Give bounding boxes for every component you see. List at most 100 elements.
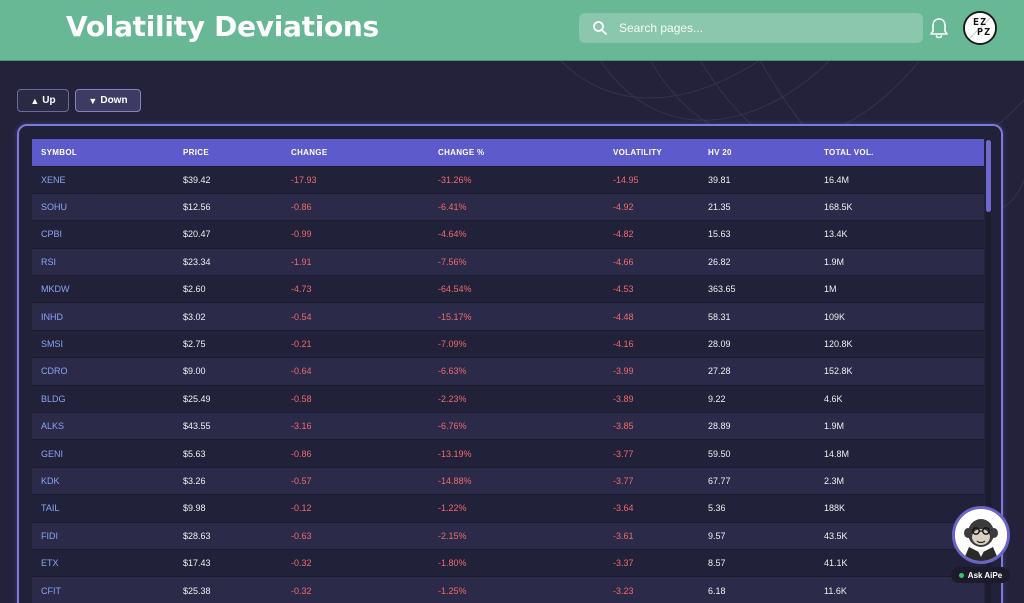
table-row[interactable]: SMSI $2.75 -0.21 -7.09% -4.16 28.09 120.8K: [32, 329, 984, 358]
cell-total-vol: 16.4M: [815, 165, 984, 194]
cell-price: $23.34: [174, 247, 282, 276]
table-row[interactable]: CFIT $25.38 -0.32 -1.25% -3.23 6.18 11.6K: [32, 576, 984, 603]
cell-hv20: 8.57: [699, 548, 815, 577]
cell-change: -0.58: [282, 384, 429, 413]
cell-change-pct: -6.41%: [429, 192, 604, 221]
cell-symbol[interactable]: GENI: [32, 439, 174, 468]
cell-hv20: 21.35: [699, 192, 815, 221]
table-row[interactable]: SOHU $12.56 -0.86 -6.41% -4.92 21.35 168.5K: [32, 192, 984, 221]
cell-volatility: -3.37: [604, 548, 699, 577]
cell-change: -17.93: [282, 165, 429, 194]
table-row[interactable]: MKDW $2.60 -4.73 -64.54% -4.53 363.65 1M: [32, 275, 984, 303]
cell-change-pct: -14.88%: [429, 466, 604, 495]
cell-price: $25.38: [174, 576, 282, 603]
cell-symbol[interactable]: RSI: [32, 247, 174, 276]
cell-change: -0.64: [282, 357, 429, 386]
cell-symbol[interactable]: CPBI: [32, 220, 174, 249]
cell-total-vol: 1.9M: [815, 412, 984, 440]
cell-symbol[interactable]: XENE: [32, 165, 174, 194]
cell-symbol[interactable]: INHD: [32, 302, 174, 331]
cell-hv20: 59.50: [699, 439, 815, 468]
cell-change: -4.73: [282, 275, 429, 303]
cell-symbol[interactable]: TAIL: [32, 494, 174, 523]
cell-volatility: -3.64: [604, 494, 699, 523]
cell-volatility: -3.23: [604, 576, 699, 603]
column-header-price[interactable]: PRICE: [183, 147, 209, 157]
column-header-volatility[interactable]: VOLATILITY: [613, 147, 663, 157]
cell-price: $2.75: [174, 329, 282, 358]
search-input[interactable]: [619, 13, 909, 43]
ask-aipe-avatar-button[interactable]: [952, 506, 1010, 564]
ask-aipe-badge[interactable]: Ask AiPe: [951, 567, 1010, 583]
cell-change-pct: -4.64%: [429, 220, 604, 249]
cell-hv20: 58.31: [699, 302, 815, 331]
sort-up-label: Up: [42, 95, 56, 106]
cell-hv20: 67.77: [699, 466, 815, 495]
table-row[interactable]: ALKS $43.55 -3.16 -6.76% -3.85 28.89 1.9M: [32, 412, 984, 440]
cell-symbol[interactable]: SOHU: [32, 192, 174, 221]
cell-change-pct: -6.76%: [429, 412, 604, 440]
cell-volatility: -4.66: [604, 247, 699, 276]
table-row[interactable]: INHD $3.02 -0.54 -15.17% -4.48 58.31 109K: [32, 302, 984, 331]
column-header-hv20[interactable]: HV 20: [708, 147, 732, 157]
avatar-initials: EZ PZ: [972, 17, 992, 38]
table-row[interactable]: ETX $17.43 -0.32 -1.80% -3.37 8.57 41.1K: [32, 548, 984, 577]
cell-symbol[interactable]: MKDW: [32, 275, 174, 303]
cell-symbol[interactable]: BLDG: [32, 384, 174, 413]
table-row[interactable]: CPBI $20.47 -0.99 -4.64% -4.82 15.63 13.4K: [32, 220, 984, 249]
cell-change: -0.99: [282, 220, 429, 249]
cell-total-vol: 152.8K: [815, 357, 984, 386]
table-row[interactable]: BLDG $25.49 -0.58 -2.23% -3.89 9.22 4.6K: [32, 384, 984, 413]
column-header-change[interactable]: CHANGE: [291, 147, 328, 157]
cell-total-vol: 168.5K: [815, 192, 984, 221]
cell-price: $43.55: [174, 412, 282, 440]
cell-change: -0.21: [282, 329, 429, 358]
cell-symbol[interactable]: CDRO: [32, 357, 174, 386]
table-row[interactable]: RSI $23.34 -1.91 -7.56% -4.66 26.82 1.9M: [32, 247, 984, 276]
cell-change: -0.86: [282, 439, 429, 468]
cell-volatility: -3.77: [604, 439, 699, 468]
cell-change: -0.12: [282, 494, 429, 523]
column-header-symbol[interactable]: SYMBOL: [41, 147, 78, 157]
cell-symbol[interactable]: CFIT: [32, 576, 174, 603]
column-header-change-pct[interactable]: CHANGE %: [438, 147, 485, 157]
table-row[interactable]: GENI $5.63 -0.86 -13.19% -3.77 59.50 14.8M: [32, 439, 984, 468]
table-scrollbar-thumb[interactable]: [986, 140, 991, 212]
sort-up-button[interactable]: ▲ Up: [17, 89, 69, 112]
search-box[interactable]: [579, 13, 923, 43]
cell-symbol[interactable]: FIDI: [32, 521, 174, 550]
table-row[interactable]: XENE $39.42 -17.93 -31.26% -14.95 39.81 16.4M: [32, 165, 984, 194]
top-header-bar: Volatility Deviations EZ PZ: [0, 0, 1024, 61]
cell-price: $39.42: [174, 165, 282, 194]
cell-volatility: -4.53: [604, 275, 699, 303]
volatility-table-card: SYMBOL PRICE CHANGE CHANGE % VOLATILITY …: [17, 124, 1003, 603]
cell-total-vol: 14.8M: [815, 439, 984, 468]
cell-price: $5.63: [174, 439, 282, 468]
cell-change: -0.86: [282, 192, 429, 221]
notification-bell-icon[interactable]: [928, 16, 950, 40]
cell-total-vol: 4.6K: [815, 384, 984, 413]
table-row[interactable]: KDK $3.26 -0.57 -14.88% -3.77 67.77 2.3M: [32, 466, 984, 495]
cell-volatility: -3.85: [604, 412, 699, 440]
cell-change: -1.91: [282, 247, 429, 276]
cell-hv20: 9.22: [699, 384, 815, 413]
cell-total-vol: 109K: [815, 302, 984, 331]
user-avatar[interactable]: EZ PZ: [963, 11, 997, 45]
cell-symbol[interactable]: ALKS: [32, 412, 174, 440]
table-row[interactable]: FIDI $28.63 -0.63 -2.15% -3.61 9.57 43.5K: [32, 521, 984, 550]
cell-symbol[interactable]: KDK: [32, 466, 174, 495]
cell-total-vol: 1.9M: [815, 247, 984, 276]
table-scrollbar-track[interactable]: [986, 139, 991, 603]
column-header-total-vol[interactable]: TOTAL VOL.: [824, 147, 874, 157]
cell-change-pct: -13.19%: [429, 439, 604, 468]
cell-volatility: -3.89: [604, 384, 699, 413]
sort-down-button[interactable]: ▼ Down: [75, 89, 141, 112]
cell-change-pct: -7.56%: [429, 247, 604, 276]
cell-price: $25.49: [174, 384, 282, 413]
table-row[interactable]: TAIL $9.98 -0.12 -1.22% -3.64 5.36 188K: [32, 494, 984, 523]
cell-hv20: 363.65: [699, 275, 815, 303]
cell-symbol[interactable]: ETX: [32, 548, 174, 577]
cell-volatility: -3.61: [604, 521, 699, 550]
cell-symbol[interactable]: SMSI: [32, 329, 174, 358]
table-row[interactable]: CDRO $9.00 -0.64 -6.63% -3.99 27.28 152.8K: [32, 357, 984, 386]
